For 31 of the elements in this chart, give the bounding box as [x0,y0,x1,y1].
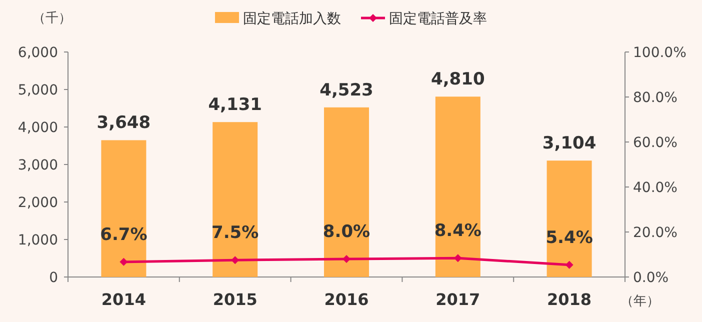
x-tick-label: 2016 [324,290,369,309]
data-label: 3,648 [96,113,151,134]
legend-label: 固定電話加入数 [243,11,341,27]
bar [101,140,146,277]
y2-tick-label: 20.0% [633,225,678,241]
data-label: 4,810 [431,70,485,90]
y2-tick-label: 100.0% [633,45,686,61]
y2-tick-label: 40.0% [633,180,678,196]
x-tick-label: 2015 [212,290,258,309]
legend-label: 固定電話普及率 [389,10,487,27]
bar [212,122,258,277]
y2-tick-label: 0.0% [633,270,669,286]
y-tick-label: 4,000 [18,120,58,136]
bar [435,96,480,277]
y2-tick-label: 80.0% [633,90,678,106]
bar [324,107,369,277]
data-label: 4,131 [208,95,262,116]
y-tick-label: 6,000 [18,45,58,61]
x-tick-label: 2018 [547,290,592,309]
data-label: 4,523 [320,80,374,100]
data-label: 3,104 [542,134,596,154]
y-tick-label: 3,000 [18,158,58,174]
x-axis-title: （年） [620,294,660,309]
y-axis-title: （千） [32,11,72,26]
y-tick-label: 5,000 [18,82,58,98]
x-tick-label: 2017 [436,290,480,309]
x-tick-label: 2014 [101,290,146,309]
y-tick-label: 0 [49,270,58,286]
y-tick-label: 2,000 [18,195,58,211]
y-tick-label: 1,000 [18,232,58,248]
y2-tick-label: 60.0% [633,135,678,151]
